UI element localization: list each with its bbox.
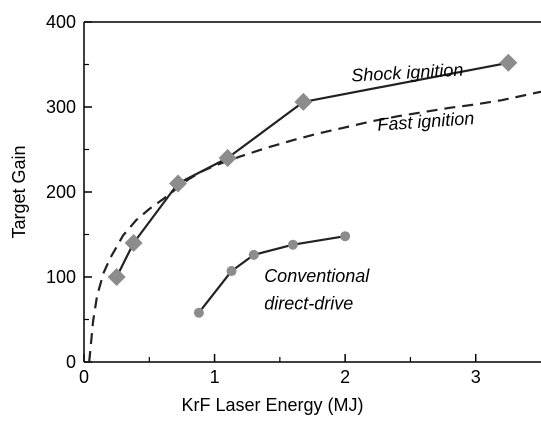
series-line-1 — [88, 90, 541, 363]
x-axis-title: KrF Laser Energy (MJ) — [181, 395, 363, 415]
y-tick-label: 300 — [46, 97, 76, 117]
y-tick-label: 400 — [46, 12, 76, 32]
series-annotation: Conventional — [264, 266, 370, 286]
y-axis-title: Target Gain — [9, 145, 29, 238]
data-point-circle — [248, 249, 259, 260]
data-point-circle — [193, 307, 204, 318]
series-annotation: direct-drive — [264, 293, 353, 313]
data-point-diamond — [169, 174, 188, 193]
data-point-diamond — [218, 149, 237, 167]
y-tick-label: 0 — [66, 352, 76, 372]
data-point-diamond — [107, 268, 126, 286]
data-point-diamond — [294, 92, 313, 111]
data-point-diamond — [124, 234, 143, 252]
data-point-circle — [340, 231, 351, 242]
data-point-diamond — [499, 53, 518, 72]
x-tick-label: 0 — [79, 367, 89, 387]
series-annotation: Fast ignition — [377, 108, 475, 135]
y-tick-label: 100 — [46, 267, 76, 287]
series-annotation: Shock ignition — [351, 60, 464, 86]
data-point-circle — [226, 266, 237, 277]
x-tick-label: 2 — [340, 367, 350, 387]
x-tick-label: 1 — [210, 367, 220, 387]
data-point-circle — [287, 239, 298, 250]
series-line-0 — [115, 61, 509, 278]
y-tick-label: 200 — [46, 182, 76, 202]
x-tick-label: 3 — [471, 367, 481, 387]
